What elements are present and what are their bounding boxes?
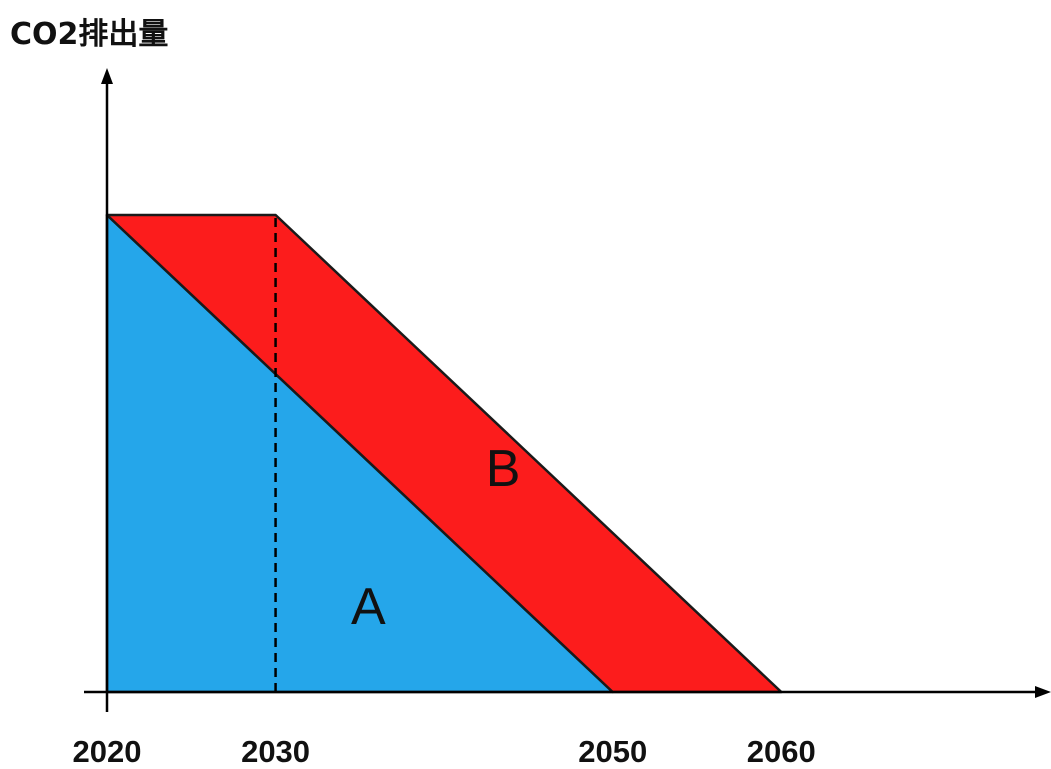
regions-layer xyxy=(107,215,781,692)
x-tick-label-2020: 2020 xyxy=(73,734,142,769)
x-tick-label-2050: 2050 xyxy=(578,734,647,769)
x-tick-label-2030: 2030 xyxy=(241,734,310,769)
x-tick-labels: 2020 2030 2050 2060 xyxy=(73,734,816,769)
region-label-b: B xyxy=(486,440,521,498)
x-tick-label-2060: 2060 xyxy=(747,734,816,769)
x-axis-arrow-icon xyxy=(1035,686,1051,698)
y-axis-arrow-icon xyxy=(101,68,113,84)
region-label-a: A xyxy=(351,578,386,636)
y-axis-label: CO2排出量 xyxy=(10,17,168,52)
